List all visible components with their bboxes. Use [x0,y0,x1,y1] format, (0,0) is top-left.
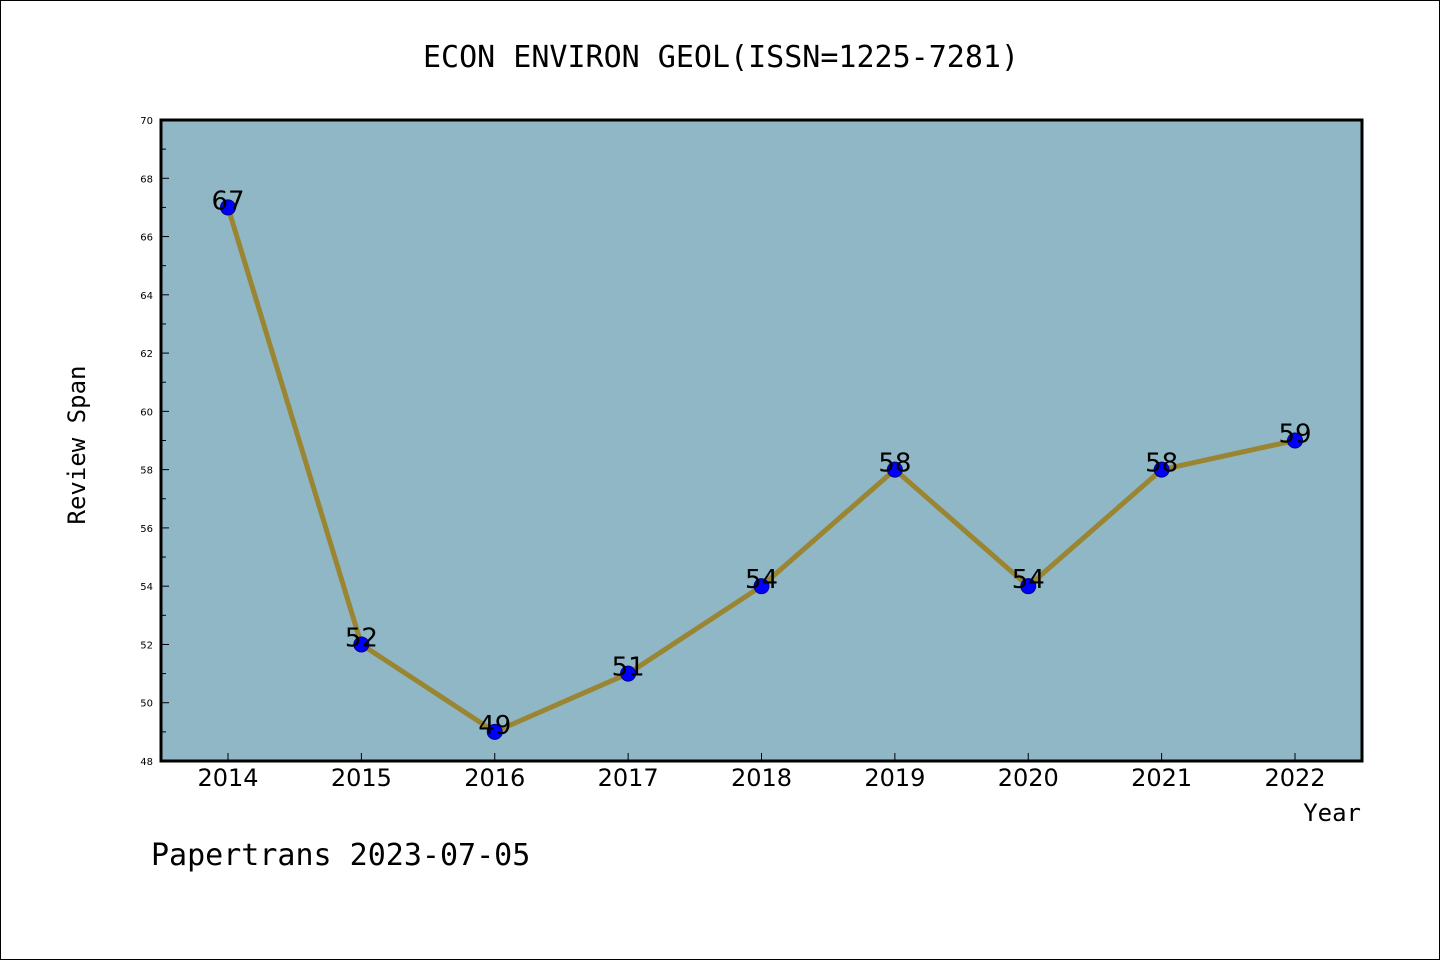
y-tick-label: 62 [140,349,153,360]
x-tick-label: 2020 [998,764,1059,792]
x-axis-label: Year [1303,799,1361,827]
x-tick-label: 2018 [731,764,792,792]
data-point [353,636,370,653]
footer-text: Papertrans 2023-07-05 [151,838,530,873]
x-tick-label: 2022 [1264,764,1325,792]
marker-group [220,199,1303,740]
y-tick-label: 56 [140,524,153,535]
data-point [886,461,903,478]
x-tick-label: 2017 [598,764,659,792]
x-tick-label: 2021 [1131,764,1192,792]
x-tick-label: 2014 [197,764,258,792]
y-tick-label: 70 [140,116,153,127]
data-point [1287,432,1303,449]
y-tick-label: 64 [140,291,153,302]
data-label: 52 [345,623,378,653]
y-tick-label: 48 [140,757,153,768]
data-label: 49 [478,711,511,741]
data-label: 54 [1012,565,1045,595]
data-point [753,578,770,595]
data-point [1020,578,1037,595]
data-label: 58 [1145,449,1178,479]
data-point [1153,461,1170,478]
y-tick-label: 52 [140,640,153,651]
data-point [220,199,236,216]
data-label-group: 67 52 49 51 54 58 54 58 59 [211,186,1311,740]
data-label: 54 [745,565,778,595]
chart-title: ECON ENVIRON GEOL(ISSN=1225-7281) [423,40,1019,75]
y-tick-label: 54 [140,582,153,593]
x-tick-label: 2016 [464,764,525,792]
y-axis-label: Review Span [63,366,91,525]
data-label: 51 [612,653,645,683]
data-point [620,665,637,682]
data-label: 58 [878,449,911,479]
x-tick-label: 2019 [864,764,925,792]
x-tick-label: 2015 [331,764,392,792]
plot-area [159,118,1364,763]
y-tick-label: 68 [140,174,153,185]
y-tick-label: 50 [140,699,153,710]
data-point [486,723,503,740]
x-axis: 2014 2015 2016 2017 2018 2019 2020 2021 2022 [197,753,1326,792]
data-label: 67 [211,186,244,216]
y-axis: 48 50 52 54 56 58 60 62 64 66 68 70 [140,116,169,768]
y-tick-label: 60 [140,407,153,418]
y-tick-label: 58 [140,466,153,477]
y-tick-label: 66 [140,233,153,244]
data-label: 59 [1278,420,1311,450]
